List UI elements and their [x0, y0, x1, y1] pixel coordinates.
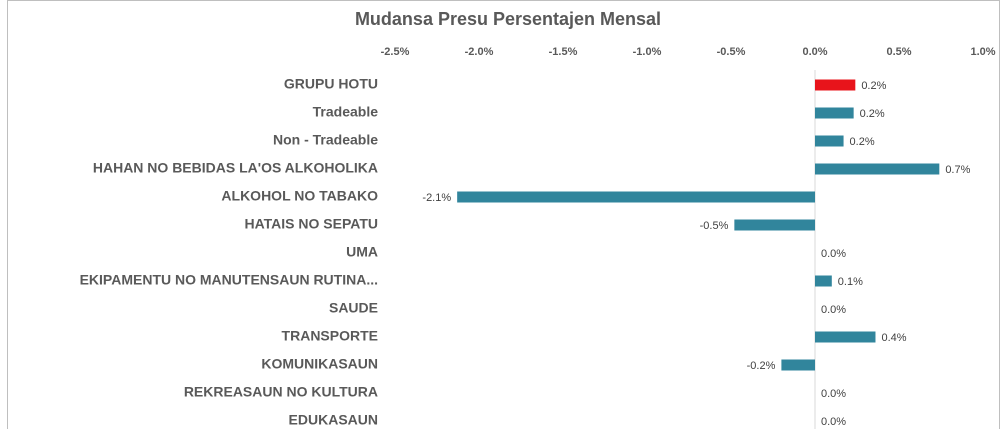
bar [815, 163, 940, 175]
bar [457, 191, 815, 203]
x-tick-label: -0.5% [717, 46, 746, 58]
frame [7, 0, 1000, 429]
value-label: 0.4% [881, 332, 906, 344]
value-label: 0.0% [821, 248, 846, 260]
x-tick-label: -2.5% [381, 46, 410, 58]
bar [781, 359, 815, 371]
value-label: 0.0% [821, 416, 846, 428]
bar [734, 219, 815, 231]
bar [815, 275, 832, 287]
category-label: ALKOHOL NO TABAKO [221, 188, 378, 204]
value-label: 0.2% [860, 108, 885, 120]
bar [815, 79, 856, 91]
category-label: HATAIS NO SEPATU [244, 216, 378, 232]
category-label: GRUPU HOTU [284, 76, 378, 92]
x-tick-label: -2.0% [465, 46, 494, 58]
value-label: 0.0% [821, 388, 846, 400]
value-label: -0.2% [747, 360, 776, 372]
category-label: Tradeable [313, 104, 379, 120]
category-label: TRANSPORTE [282, 328, 378, 344]
category-label: UMA [346, 244, 378, 260]
value-label: 0.0% [821, 304, 846, 316]
value-label: -0.5% [700, 220, 729, 232]
category-label: HAHAN NO BEBIDAS LA'OS ALKOHOLIKA [93, 160, 378, 176]
category-label: SAUDE [329, 300, 378, 316]
x-tick-label: -1.5% [549, 46, 578, 58]
category-label: Non - Tradeable [273, 132, 378, 148]
category-label: KOMUNIKASAUN [261, 356, 378, 372]
x-tick-label: 0.5% [886, 46, 911, 58]
value-label: 0.2% [850, 136, 875, 148]
x-tick-label: 0.0% [802, 46, 827, 58]
value-label: 0.2% [861, 80, 886, 92]
chart-title: Mudansa Presu Persentajen Mensal [355, 9, 661, 29]
bar [815, 331, 876, 343]
x-tick-label: -1.0% [633, 46, 662, 58]
value-label: 0.1% [838, 276, 863, 288]
category-label: REKREASAUN NO KULTURA [184, 384, 378, 400]
bar [815, 135, 844, 147]
value-label: -2.1% [422, 192, 451, 204]
category-label: EDUKASAUN [289, 412, 378, 428]
category-label: EKIPAMENTU NO MANUTENSAUN RUTINA... [80, 272, 378, 288]
value-label: 0.7% [945, 164, 970, 176]
x-tick-label: 1.0% [970, 46, 995, 58]
bar [815, 107, 854, 119]
